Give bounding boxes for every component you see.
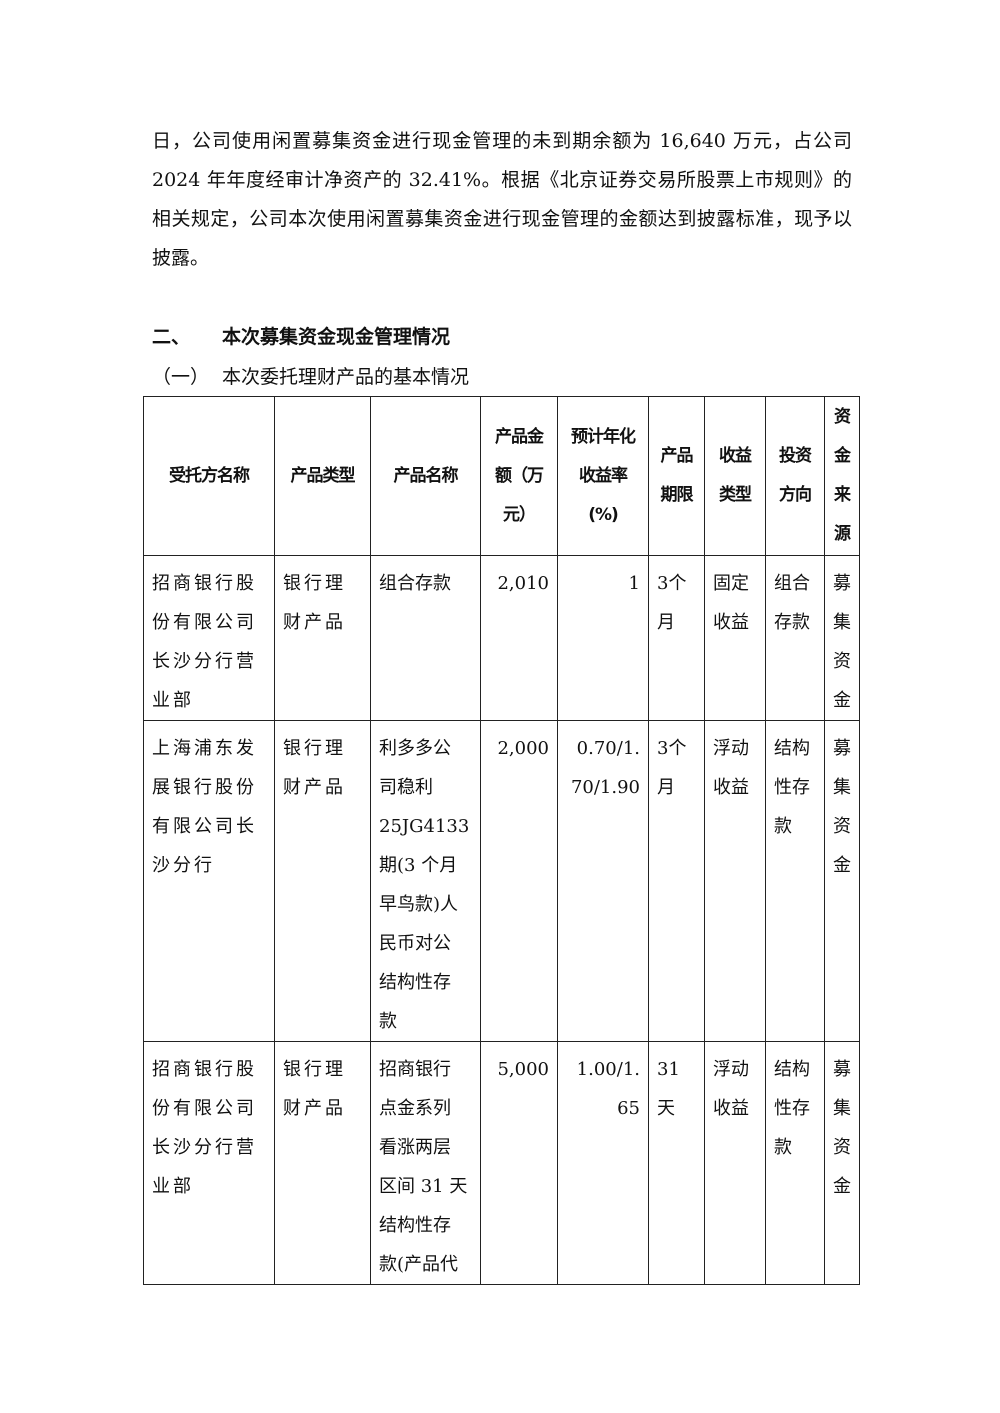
table-cell: 利多多公 司稳利 25JG4133 期(3 个月 早鸟款)人 民币对公 结构性存… <box>370 720 481 1042</box>
table-cell: 上海浦东发 展银行股份 有限公司长 沙分行 <box>143 720 275 1042</box>
table-cell: 1.00/1. 65 <box>557 1041 649 1285</box>
column-header: 产品类型 <box>274 396 371 556</box>
table-cell: 0.70/1. 70/1.90 <box>557 720 649 1042</box>
section-heading: 二、 本次募集资金现金管理情况 <box>152 322 450 349</box>
table-row: 招商银行股 份有限公司 长沙分行营 业部 银行理 财产品 招商银行 点金系列 看涨两… <box>143 1041 860 1285</box>
table-cell: 浮动 收益 <box>704 720 766 1042</box>
table-cell: 募 集 资 金 <box>824 555 860 721</box>
table-cell: 组合存款 <box>370 555 481 721</box>
section-number: 二、 <box>152 326 191 348</box>
subsection-number: （一） <box>152 366 210 388</box>
column-header: 受托方名称 <box>143 396 275 556</box>
column-header: 资 金 来 源 <box>824 396 860 556</box>
wealth-product-table: 受托方名称 产品类型 产品名称 产品金 额（万 元） 预计年化 收益率 (%) 产品 期限… <box>143 396 860 1285</box>
table-cell: 银行理 财产品 <box>274 555 371 721</box>
table-cell: 募 集 资 金 <box>824 1041 860 1285</box>
table-cell: 银行理 财产品 <box>274 720 371 1042</box>
table-cell: 2,010 <box>480 555 558 721</box>
table-cell: 2,000 <box>480 720 558 1042</box>
table-cell: 招商银行股 份有限公司 长沙分行营 业部 <box>143 1041 275 1285</box>
table-cell: 5,000 <box>480 1041 558 1285</box>
table-cell: 结构 性存 款 <box>765 720 825 1042</box>
column-header: 投资 方向 <box>765 396 825 556</box>
table-cell: 组合 存款 <box>765 555 825 721</box>
table-header-row: 受托方名称 产品类型 产品名称 产品金 额（万 元） 预计年化 收益率 (%) 产品 期限… <box>143 396 860 556</box>
table-cell: 银行理 财产品 <box>274 1041 371 1285</box>
subsection-title: 本次委托理财产品的基本情况 <box>222 366 470 388</box>
table-row: 上海浦东发 展银行股份 有限公司长 沙分行 银行理 财产品 利多多公 司稳利 25J… <box>143 720 860 1042</box>
column-header: 收益 类型 <box>704 396 766 556</box>
table-cell: 1 <box>557 555 649 721</box>
column-header: 产品金 额（万 元） <box>480 396 558 556</box>
column-header: 预计年化 收益率 (%) <box>557 396 649 556</box>
column-header: 产品 期限 <box>648 396 705 556</box>
table-cell: 招商银行 点金系列 看涨两层 区间 31 天 结构性存 款(产品代 <box>370 1041 481 1285</box>
section-title: 本次募集资金现金管理情况 <box>222 326 451 348</box>
table-cell: 募 集 资 金 <box>824 720 860 1042</box>
table-cell: 3个 月 <box>648 720 705 1042</box>
table-cell: 结构 性存 款 <box>765 1041 825 1285</box>
table-cell: 浮动 收益 <box>704 1041 766 1285</box>
table-row: 招商银行股 份有限公司 长沙分行营 业部 银行理 财产品 组合存款 2,010 1 3个 … <box>143 555 860 721</box>
subsection-heading: （一） 本次委托理财产品的基本情况 <box>152 362 469 389</box>
table-cell: 3个 月 <box>648 555 705 721</box>
table-cell: 固定 收益 <box>704 555 766 721</box>
table-cell: 31 天 <box>648 1041 705 1285</box>
column-header: 产品名称 <box>370 396 481 556</box>
intro-paragraph: 日，公司使用闲置募集资金进行现金管理的未到期余额为 16,640 万元，占公司 … <box>152 130 852 269</box>
table-cell: 招商银行股 份有限公司 长沙分行营 业部 <box>143 555 275 721</box>
